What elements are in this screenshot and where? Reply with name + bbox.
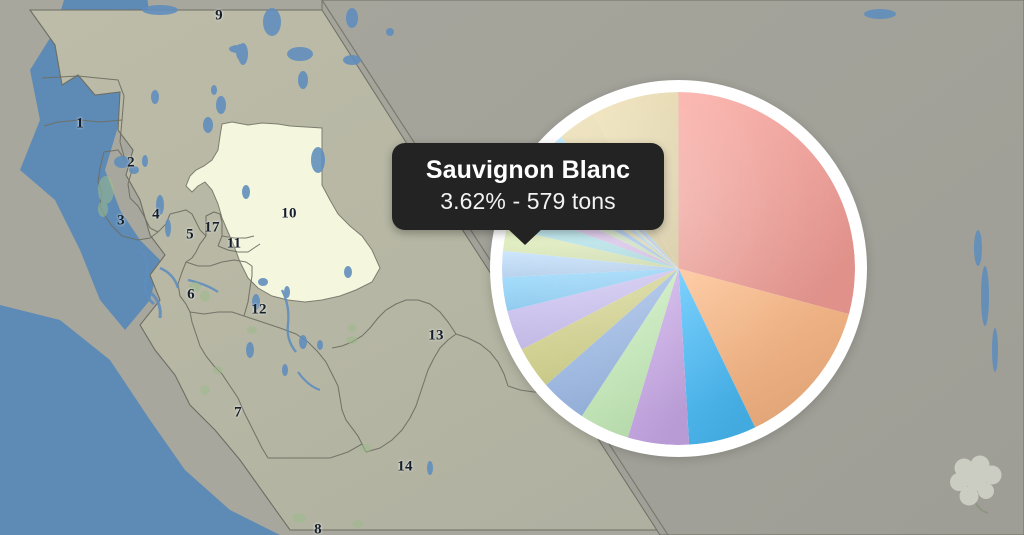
pie-slice[interactable] — [678, 268, 849, 428]
vegetation-patches — [98, 176, 372, 528]
district-label-12[interactable]: 12 — [251, 301, 267, 318]
district-label-6[interactable]: 6 — [187, 286, 195, 303]
grape-cluster-logo — [950, 455, 1002, 514]
district-label-5[interactable]: 5 — [186, 226, 194, 243]
district-label-9[interactable]: 9 — [215, 7, 223, 24]
pie-slice[interactable] — [507, 268, 679, 350]
tooltip-variety-name: Sauvignon Blanc — [425, 156, 631, 184]
variety-tooltip: Sauvignon Blanc 3.62% - 579 tons — [392, 143, 664, 246]
district-label-3[interactable]: 3 — [117, 212, 125, 229]
district-label-7[interactable]: 7 — [234, 404, 242, 421]
tooltip-variety-stats: 3.62% - 579 tons — [440, 188, 616, 214]
variety-pie-chart[interactable] — [490, 80, 867, 457]
district-label-11[interactable]: 11 — [226, 235, 242, 252]
pie-slice[interactable] — [545, 268, 679, 417]
pie-slice[interactable] — [521, 268, 679, 386]
pie-slice[interactable] — [502, 268, 679, 312]
district-label-13[interactable]: 13 — [428, 327, 444, 344]
pie-slice[interactable] — [627, 268, 690, 446]
district-label-8[interactable]: 8 — [314, 521, 322, 535]
pie-slice[interactable] — [502, 250, 679, 278]
tooltip-pointer-arrow — [507, 228, 543, 246]
pie-slice[interactable] — [678, 92, 855, 315]
district-label-1[interactable]: 1 — [76, 115, 84, 132]
pacific-ocean-south — [0, 305, 280, 535]
pie-slice[interactable] — [502, 227, 679, 269]
district-label-4[interactable]: 4 — [152, 206, 160, 223]
pie-slice[interactable] — [581, 268, 679, 438]
district-label-2[interactable]: 2 — [127, 154, 135, 171]
lakes-and-rivers — [114, 5, 998, 475]
district-label-17[interactable]: 17 — [204, 219, 220, 236]
pie-slice[interactable] — [678, 268, 756, 445]
district-label-14[interactable]: 14 — [397, 458, 413, 475]
district-label-10[interactable]: 10 — [281, 205, 297, 222]
